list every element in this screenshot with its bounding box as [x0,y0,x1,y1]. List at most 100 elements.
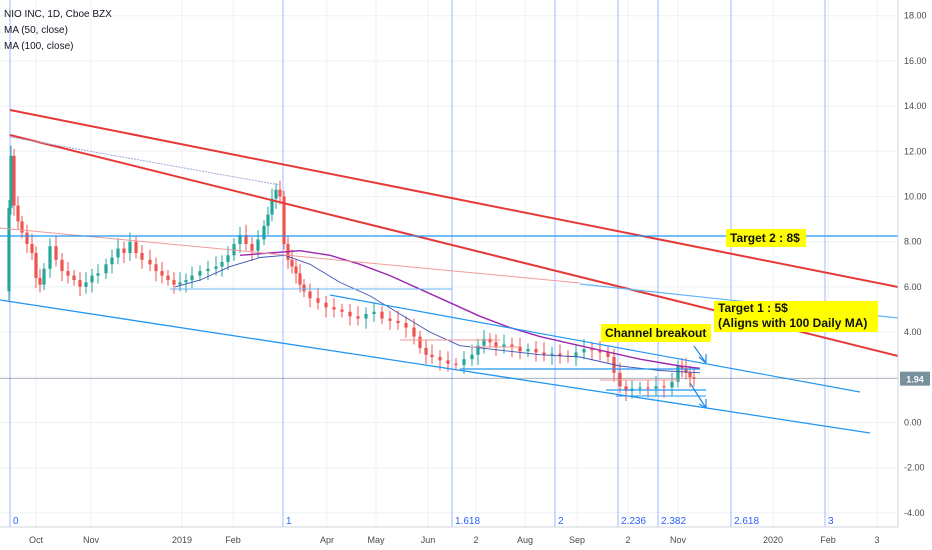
target2-label: Target 2 : 8$ [730,231,800,245]
candle-body [534,349,538,353]
x-tick-label: 2 [473,535,478,545]
y-tick-label: 14.00 [904,101,927,111]
candle-body [250,243,254,251]
x-tick-label: May [367,535,385,545]
candle-body [294,266,298,274]
candle-body [582,349,586,353]
candle-body [324,302,328,308]
candle-body [128,241,132,253]
arrow-down-shaft [689,382,707,409]
y-tick-label: 12.00 [904,146,927,156]
candle-body [160,271,164,276]
fib-zone-label: 3 [828,516,834,527]
candle-body [206,268,210,272]
x-tick-label: Apr [320,535,334,545]
candle-body [25,232,29,244]
candle-body [12,155,16,206]
target1-sub-label-bg [714,316,878,332]
candle-body [502,344,506,347]
candle-body [72,275,76,281]
x-tick-label: Feb [225,535,241,545]
price-tag: 1.94 [906,375,924,385]
candle-body [430,354,434,357]
x-tick-label: Sep [569,535,585,545]
candle-body [78,280,82,287]
fib-zone-label: 2.618 [734,516,759,527]
arrow-breakout-shaft [693,345,707,364]
annotations: Target 2 : 8$ Target 1 : 5$(Aligns with 1… [601,229,930,386]
fib-zone-label: 0 [13,516,19,527]
candle-body [574,352,578,357]
y-tick-label: 16.00 [904,56,927,66]
y-tick-label: 10.00 [904,192,927,202]
candle-body [670,381,674,388]
candle-body [356,316,360,319]
trend-lines [0,109,899,434]
candle-body [550,353,554,355]
candle-body [220,262,224,267]
arrow-down-head-b [698,403,707,409]
candle-body [184,280,188,283]
candle-body [20,221,24,233]
candle-body [606,352,610,357]
candle-body [84,282,88,287]
fib-zone-label: 1.618 [455,516,480,527]
candle-body [232,243,236,256]
candle-body [198,271,202,276]
candle-body [290,259,294,267]
ma-50-line [174,254,701,374]
candle-body [372,311,376,315]
candle-body [692,377,696,379]
grid [0,0,898,527]
y-tick-label: 0.00 [904,418,922,428]
candle-body [446,360,450,364]
candle-body [364,314,368,319]
candle-body [558,353,562,356]
x-tick-label: 2020 [763,535,783,545]
candle-body [110,257,114,265]
candle-body [316,298,320,303]
candle-body [42,268,46,285]
price-tag-bg [900,371,930,386]
candle-body [462,359,466,365]
candle-body [380,311,384,319]
candle-body [340,309,344,312]
target1-sub-label: (Aligns with 100 Daily MA) [718,316,867,330]
x-tick-label: Oct [29,535,44,545]
candle-body [270,198,274,215]
x-tick-label: 2019 [172,535,192,545]
candle-body [48,246,52,269]
candle-body [526,349,530,352]
candle-body [676,366,680,382]
candle-body [418,336,422,348]
candle-body [542,352,546,355]
candle-body [494,342,498,347]
candle-body [60,259,64,272]
fib-zone-label: 2.382 [661,516,686,527]
candle-body [154,264,158,272]
candle-body [266,214,270,226]
candle-body [680,366,684,369]
candle-body [96,273,100,276]
x-tick-label: Nov [83,535,100,545]
candle-body [34,253,38,278]
candle-body [244,234,248,244]
candle-body [348,311,352,317]
candle-body [404,323,408,328]
moving-averages [174,249,701,374]
candle-body [38,277,42,285]
ma100-legend: MA (100, close) [4,41,74,52]
candle-body [30,243,34,253]
breakout-label: Channel breakout [605,326,706,340]
candle-body [476,345,480,355]
breakout-label-bg [601,324,711,342]
candle-body [298,273,302,285]
channel-lower-line [0,299,871,434]
candle-body [262,225,266,240]
candle-body [238,234,242,244]
candle-body [688,372,692,378]
channel-upper-line [329,294,861,393]
